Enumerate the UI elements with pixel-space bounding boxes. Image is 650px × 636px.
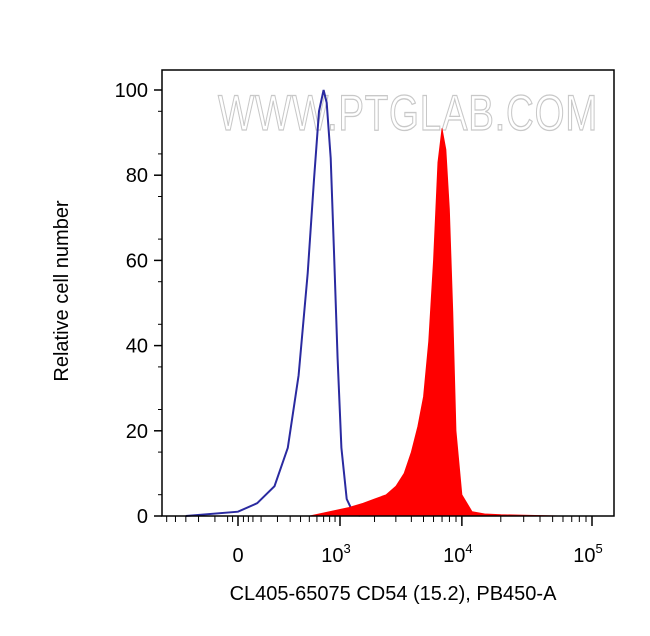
y-tick-label: 0 (137, 506, 148, 528)
x-tick-label: 104 (443, 541, 472, 567)
plot-area (185, 89, 615, 517)
y-tick-label: 80 (126, 165, 148, 187)
watermark: WWW.PTGLAB.COM (218, 85, 598, 141)
y-tick-label: 40 (126, 336, 148, 358)
y-tick-label: 20 (126, 421, 148, 443)
x-tick-label: 103 (321, 541, 350, 567)
x-tick-label: 0 (232, 545, 243, 567)
plot-frame (161, 69, 615, 517)
filled-histogram (309, 128, 615, 517)
x-tick-label: 105 (573, 541, 602, 567)
control-histogram-outline (185, 89, 361, 517)
y-tick-label: 100 (115, 80, 148, 102)
x-axis-title: CL405-65075 CD54 (15.2), PB450-A (230, 583, 558, 605)
y-axis-title: Relative cell number (51, 200, 73, 382)
axes: 0 20 40 60 80 100 0 103 104 105 (115, 69, 615, 567)
y-tick-label: 60 (126, 250, 148, 272)
